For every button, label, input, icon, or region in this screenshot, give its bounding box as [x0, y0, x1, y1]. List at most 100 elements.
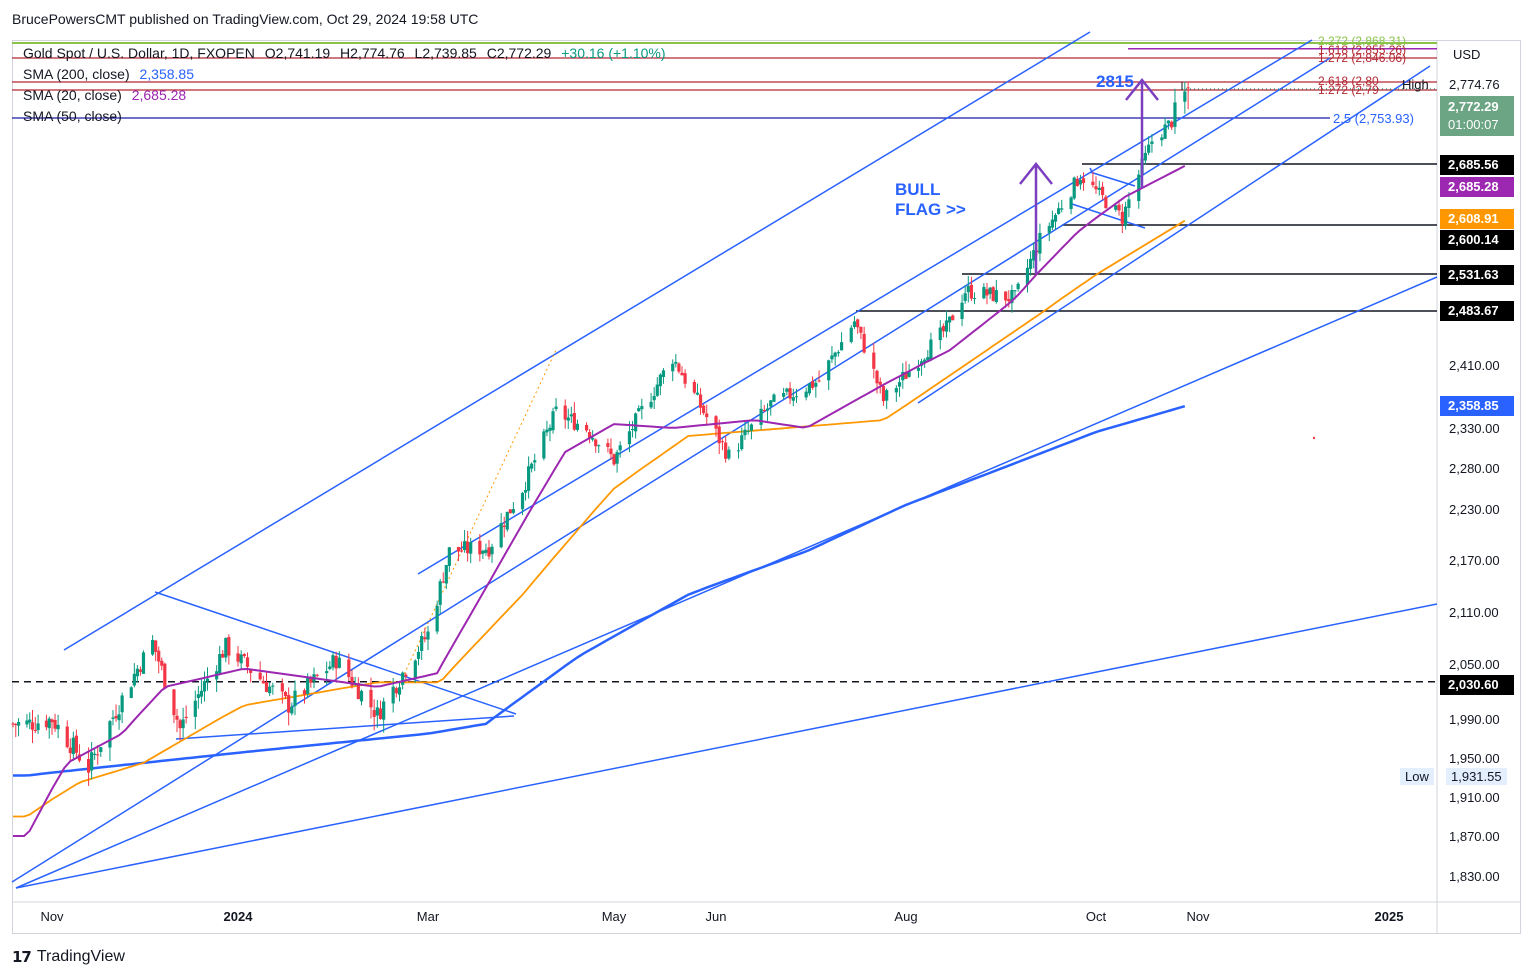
- candle-body: [702, 405, 706, 414]
- candle-body: [280, 683, 284, 692]
- candle-body: [765, 408, 770, 411]
- candle-body: [1004, 291, 1008, 301]
- candle-body: [438, 581, 442, 605]
- long-term-support-line: [15, 276, 1438, 889]
- candle-body: [1137, 174, 1141, 201]
- candle-body: [469, 542, 473, 554]
- candle-body: [618, 445, 622, 451]
- legend-sma200[interactable]: SMA (200, close) 2,358.85: [23, 66, 194, 82]
- low-label: Low: [1400, 768, 1434, 785]
- sma20-label: SMA (20, close): [23, 87, 122, 103]
- candle-body: [484, 549, 488, 553]
- candle-body: [236, 653, 240, 662]
- candle-body: [530, 463, 534, 469]
- currency-label[interactable]: USD: [1453, 47, 1481, 62]
- candle-body: [30, 722, 35, 730]
- sma200-label: SMA (200, close): [23, 66, 130, 82]
- candle-body: [698, 394, 703, 408]
- candle-body: [114, 715, 118, 719]
- candle-body: [120, 695, 124, 713]
- sma20-line: [13, 165, 1186, 837]
- y-tick-label: 1,830.00: [1449, 869, 1500, 884]
- candle-body: [369, 689, 373, 708]
- candle-body: [56, 724, 60, 730]
- candle-body: [584, 424, 589, 431]
- candle-body: [258, 672, 262, 680]
- legend-close: C2,772.29: [486, 45, 552, 61]
- candle-body: [205, 678, 210, 682]
- candle-body: [1094, 186, 1098, 190]
- fib-anchor-dotted: [399, 349, 557, 684]
- candle-body: [655, 384, 659, 396]
- candle-body: [904, 371, 908, 379]
- candle-body: [717, 426, 721, 444]
- candle-body: [966, 285, 970, 293]
- candle-body: [830, 355, 834, 360]
- candle-body: [671, 363, 675, 372]
- candle-body: [548, 427, 552, 431]
- candle-body: [426, 631, 430, 640]
- triangle-lower-line: [175, 715, 515, 740]
- y-tick-label: 1,990.00: [1449, 712, 1500, 727]
- candle-body: [193, 700, 197, 717]
- fib-1618-label: 1.618 (2,855.26): [1318, 43, 1407, 57]
- bull-flag-annotation: BULL FLAG >>: [895, 180, 966, 220]
- candle-body: [441, 581, 445, 583]
- candle-body: [1170, 121, 1174, 128]
- target-measured-move-arrow-head: [1125, 77, 1159, 101]
- candle-body: [218, 654, 222, 674]
- candle-body: [117, 714, 121, 721]
- candle-body: [334, 655, 338, 669]
- candle-body: [499, 523, 503, 548]
- candle-body: [746, 430, 750, 432]
- candle-body: [86, 759, 91, 773]
- fib-1272b-label: 1.272 (2,79: [1318, 83, 1379, 97]
- candle-body: [391, 686, 395, 704]
- candle-body: [683, 373, 687, 384]
- sma50-price-tag: 2,608.91: [1440, 209, 1514, 229]
- candle-body: [551, 411, 555, 431]
- candle-body: [1097, 187, 1101, 190]
- candle-body: [404, 674, 408, 677]
- legend-symbol: Gold Spot / U.S. Dollar, 1D, FXOPEN: [23, 45, 255, 61]
- bull-flag-line1: BULL: [895, 180, 941, 199]
- candle-body: [658, 374, 662, 387]
- candle-body: [309, 677, 313, 683]
- last-price-value: 2,772.29: [1448, 99, 1499, 114]
- candle-body: [53, 719, 57, 729]
- candle-body: [727, 449, 731, 459]
- candle-body: [527, 466, 531, 491]
- legend-sma50[interactable]: SMA (50, close): [23, 108, 122, 124]
- candle-body: [982, 286, 986, 299]
- candle-body: [184, 716, 188, 719]
- candle-body: [894, 388, 898, 393]
- candle-body: [508, 509, 512, 514]
- candle-body: [769, 400, 773, 407]
- triangle-upper-line: [154, 591, 517, 715]
- candle-body: [785, 388, 789, 392]
- candle-body: [447, 547, 451, 566]
- candle-body: [11, 723, 15, 725]
- candle-body: [907, 371, 911, 377]
- candle-body: [347, 659, 351, 678]
- candle-body: [1173, 102, 1177, 127]
- candle-body: [264, 682, 269, 692]
- long-term-base-line: [15, 603, 1438, 889]
- candle-body: [852, 321, 857, 328]
- candle-body: [811, 381, 815, 388]
- y-tick-label: 1,950.00: [1449, 751, 1500, 766]
- candle-body: [423, 637, 427, 640]
- stray-dot: [1312, 436, 1316, 440]
- chart-frame: [12, 40, 1521, 934]
- y-tick-label: 2,170.00: [1449, 553, 1500, 568]
- x-tick-label: 2024: [224, 909, 254, 924]
- tradingview-logo[interactable]: 17 TradingView: [12, 948, 125, 966]
- candle-body: [827, 360, 831, 381]
- candle-body: [794, 396, 799, 398]
- y-tick-label: 2,110.00: [1449, 605, 1499, 620]
- candle-body: [462, 541, 467, 550]
- legend-sma20[interactable]: SMA (20, close) 2,685.28: [23, 87, 186, 103]
- candle-body: [1053, 214, 1058, 222]
- candle-body: [490, 546, 494, 555]
